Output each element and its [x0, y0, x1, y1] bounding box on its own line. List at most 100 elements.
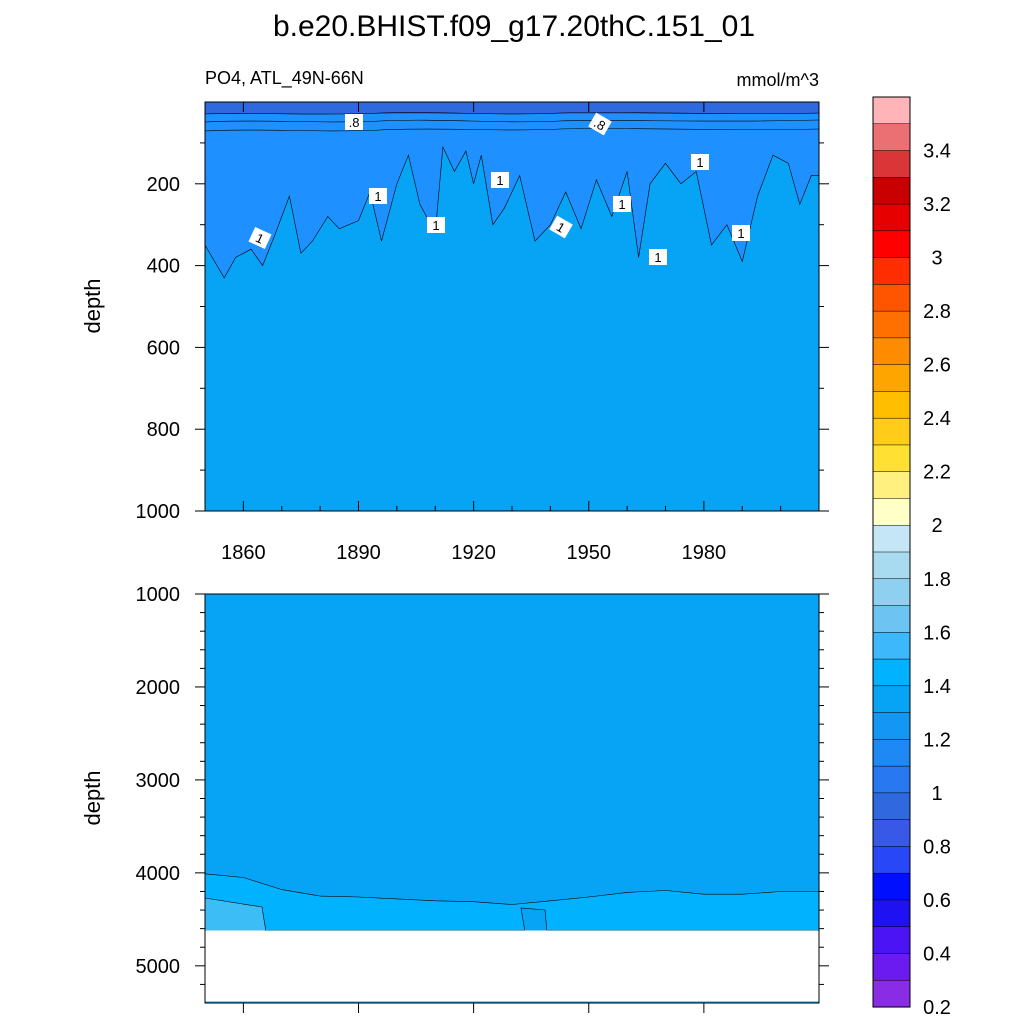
- contour-label-8: 1: [649, 249, 667, 265]
- colorbar-swatch-30: [872, 899, 911, 928]
- colorbar-swatch-7: [872, 284, 911, 312]
- bottom-y-tick-labels: 1000 2000 3000 4000 5000: [136, 584, 181, 978]
- colorbar-swatch-10: [872, 364, 911, 392]
- band-1-2-to-1-4: [205, 873, 819, 931]
- colorbar-swatch-33: [872, 979, 911, 1008]
- band-surface-0-6: [205, 102, 819, 114]
- colorbar-swatch-25: [872, 765, 911, 794]
- top-y-tick-label-200: 200: [147, 174, 180, 196]
- colorbar-swatch-12: [872, 417, 911, 446]
- bottom-panel: 1000 2000 3000 4000 5000 depth: [80, 584, 829, 1013]
- top-y-tick-label-600: 600: [147, 337, 180, 359]
- contour-label-text-10: 1: [737, 226, 744, 241]
- top-x-tick-labels: 1860 1890 1920 1950 1980: [221, 542, 726, 564]
- colorbar-swatch-29: [872, 872, 911, 901]
- colorbar-label-13: 0.8: [923, 836, 951, 858]
- contour-label-box-0: [345, 114, 363, 130]
- contour-label-3: 1: [369, 188, 387, 204]
- colorbar-swatch-32: [872, 953, 911, 981]
- contour-label-10: 1: [732, 225, 750, 241]
- bottom-y-tick-label-5000: 5000: [136, 956, 181, 978]
- colorbar-label-15: 0.4: [923, 944, 951, 966]
- top-panel-ticks: [195, 102, 829, 512]
- colorbar-label-6: 2.2: [923, 462, 951, 484]
- colorbar-swatch-6: [872, 257, 911, 285]
- bottom-y-tick-label-4000: 4000: [136, 863, 181, 885]
- colorbar-label-3: 2.8: [923, 301, 951, 323]
- colorbar-swatch-9: [872, 337, 911, 366]
- contour-label-box-2: [248, 226, 272, 250]
- surface-contour-line-c: [205, 128, 819, 132]
- colorbar-swatch-1: [872, 123, 911, 152]
- colorbar-label-9: 1.6: [923, 622, 951, 644]
- colorbar-swatch-11: [872, 391, 911, 419]
- colorbar-swatch-5: [872, 230, 911, 259]
- colorbar-label-11: 1.2: [923, 729, 951, 751]
- colorbar-swatch-14: [872, 471, 911, 500]
- top-y-tick-labels: 200 400 600 800 1000: [136, 174, 181, 523]
- deep-channel-1-1: [520, 907, 548, 933]
- surface-contour-line-b: [205, 119, 819, 123]
- colorbar-swatch-2: [872, 150, 911, 178]
- colorbar-label-10: 1.4: [923, 676, 951, 698]
- bottom-y-tick-label-1000: 1000: [136, 584, 181, 606]
- top-y-tick-label-800: 800: [147, 419, 180, 441]
- colorbar-swatch-26: [872, 792, 911, 821]
- colorbar-frame: [872, 96, 911, 1008]
- colorbar-swatch-4: [872, 203, 911, 232]
- contour-label-5: 1: [491, 172, 509, 188]
- contour-label-6: 1: [549, 215, 573, 239]
- contour-label-text-7: 1: [618, 197, 625, 212]
- panel-units-label: mmol/m^3: [737, 70, 819, 90]
- contour-label-text-3: 1: [374, 189, 381, 204]
- colorbar-swatch-23: [872, 712, 911, 740]
- top-x-tick-label-1950: 1950: [567, 542, 612, 564]
- top-y-tick-label-1000: 1000: [136, 501, 181, 523]
- colorbar-label-16: 0.2: [923, 997, 951, 1019]
- colorbar-label-8: 1.8: [923, 569, 951, 591]
- contour-label-text-4: 1: [432, 218, 439, 233]
- colorbar-label-4: 2.6: [923, 355, 951, 377]
- top-x-tick-label-1920: 1920: [451, 542, 496, 564]
- colorbar-swatch-31: [872, 926, 911, 955]
- colorbar-swatch-13: [872, 444, 911, 473]
- contour-label-box-8: [649, 249, 667, 265]
- contour-label-box-6: [549, 215, 573, 239]
- bottom-y-tick-label-2000: 2000: [136, 677, 181, 699]
- colorbar-swatch-24: [872, 739, 911, 767]
- colorbar-swatch-3: [872, 177, 911, 205]
- colorbar-label-12: 1: [931, 783, 942, 805]
- bottom-y-axis-label: depth: [80, 770, 105, 825]
- contour-label-0: .8: [345, 114, 363, 130]
- band-0-8-to-1-0: [205, 102, 819, 279]
- contour-label-1: .8: [588, 112, 612, 136]
- top-y-axis-label: depth: [80, 278, 105, 333]
- contour-label-2: 1: [248, 226, 272, 250]
- top-x-tick-label-1890: 1890: [336, 542, 381, 564]
- colorbar-labels: 3.4 3.2 3 2.8 2.6 2.4 2.2 2 1.8 1.6 1.4 1.2 1 0.8 0.6 0…: [923, 141, 951, 1020]
- colorbar-swatch-27: [872, 819, 911, 847]
- contour-label-4: 1: [427, 217, 445, 233]
- contour-label-text-9: 1: [696, 155, 703, 170]
- contour-labels: .8 .8 1 1 1 1 1 1 1 1 1: [248, 112, 750, 265]
- bottom-no-data-region: [205, 930, 819, 1002]
- contour-label-box-1: [588, 112, 612, 136]
- colorbar-swatch-19: [872, 605, 911, 633]
- bottom-y-tick-label-3000: 3000: [136, 770, 181, 792]
- contour-label-box-7: [613, 196, 631, 212]
- colorbar-swatch-16: [872, 524, 911, 553]
- colorbar: [872, 96, 911, 1008]
- contour-label-box-10: [732, 225, 750, 241]
- colorbar-swatch-8: [872, 310, 911, 339]
- top-x-tick-label-1860: 1860: [221, 542, 266, 564]
- contour-label-box-5: [491, 172, 509, 188]
- colorbar-label-1: 3.2: [923, 194, 951, 216]
- colorbar-label-0: 3.4: [923, 141, 951, 163]
- colorbar-label-14: 0.6: [923, 890, 951, 912]
- surface-contour-line-a: [205, 112, 819, 115]
- contour-label-box-9: [691, 154, 709, 170]
- contour-label-box-4: [427, 217, 445, 233]
- colorbar-label-2: 3: [931, 248, 942, 270]
- top-x-tick-label-1980: 1980: [682, 542, 727, 564]
